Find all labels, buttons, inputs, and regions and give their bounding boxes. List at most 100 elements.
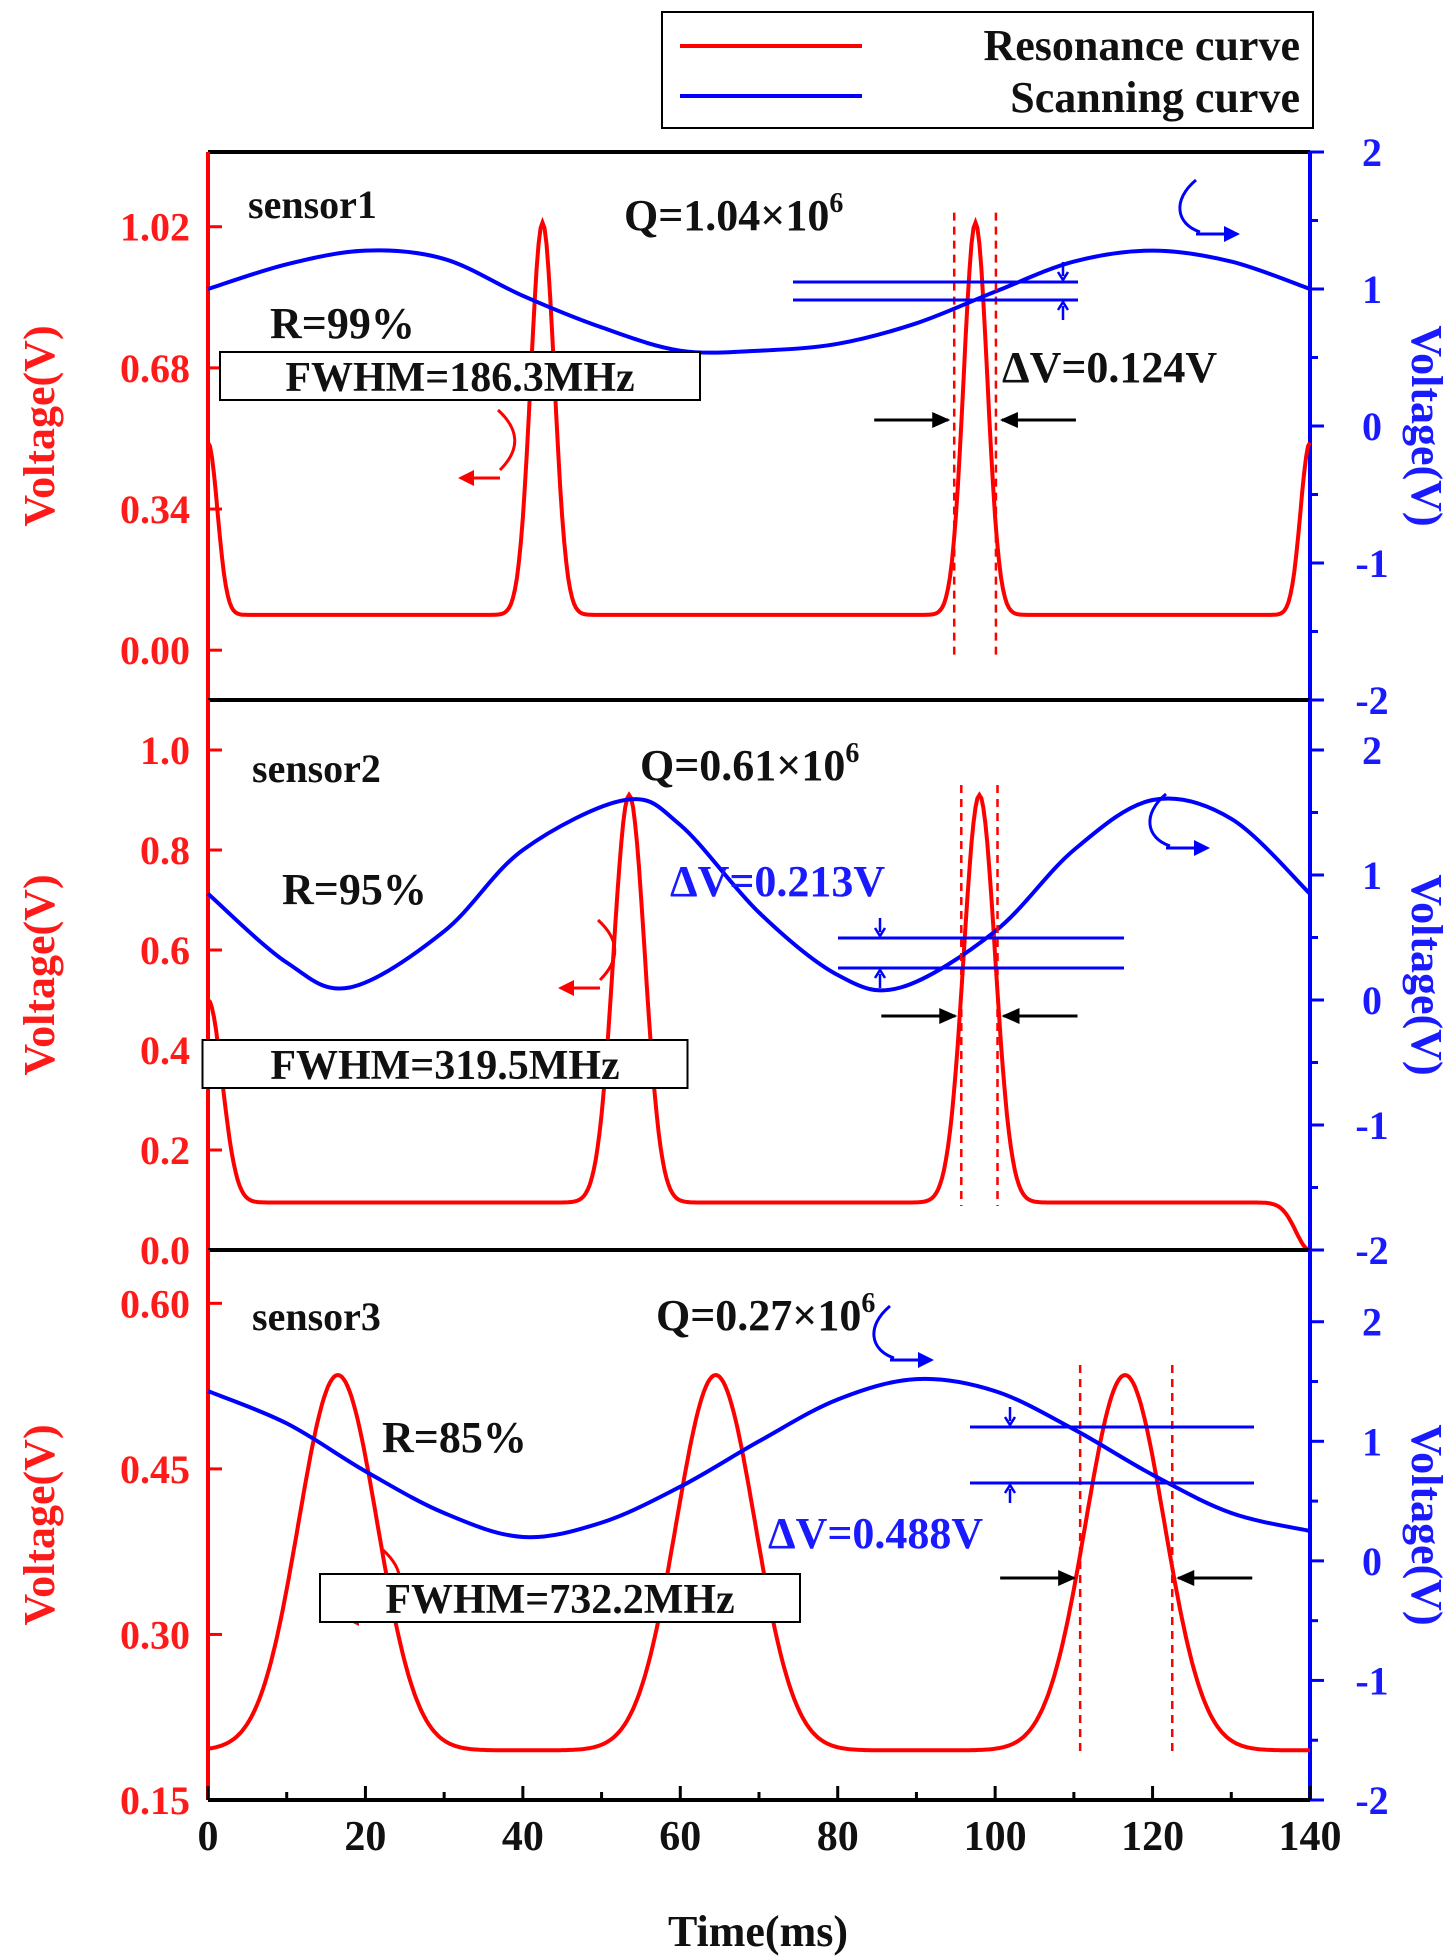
fwhm-box: [201, 1039, 689, 1089]
left-axis-label: Voltage(V): [15, 874, 64, 1075]
right-tick-label: 0: [1362, 404, 1382, 449]
x-tick-label: 20: [344, 1814, 386, 1860]
left-tick-label: 0.2: [140, 1128, 190, 1173]
q-factor-base: Q=0.61×10: [640, 741, 845, 790]
arrowhead: [1058, 1570, 1077, 1586]
x-axis: 0 20 40 60 80 100 120 140: [198, 1786, 1342, 1860]
right-axis-label: Voltage(V): [1402, 1424, 1451, 1625]
scanning-curve: [207, 248, 1311, 355]
reflectivity-label: R=99%: [270, 299, 415, 348]
arrowhead: [558, 980, 574, 996]
right-tick-label: -1: [1355, 1103, 1388, 1148]
reflectivity-label: R=85%: [382, 1413, 527, 1462]
panel-title: sensor2: [252, 746, 381, 791]
panel-title: sensor1: [248, 182, 377, 227]
resonance-curve: [207, 1373, 1310, 1753]
left-axis-label: Voltage(V): [15, 325, 64, 526]
panel-title: sensor3: [252, 1294, 381, 1339]
delta-v-label: ΔV=0.124V: [1002, 343, 1217, 392]
scanning-curve: [207, 1376, 1311, 1540]
x-tick-label: 140: [1279, 1814, 1342, 1860]
legend-label-resonance: Resonance curve: [984, 21, 1301, 70]
resonance-curve: [206, 791, 1311, 1252]
red-axis-indicator: [596, 918, 617, 982]
q-factor-exponent: 6: [845, 738, 859, 769]
delta-v-arrow-down: [873, 918, 887, 939]
q-factor-exponent: 6: [829, 188, 843, 219]
fwhm-label: FWHM=732.2MHz: [385, 1577, 734, 1623]
left-tick-label: 0.45: [120, 1447, 190, 1492]
right-tick-label: 2: [1362, 1300, 1382, 1345]
x-tick-label: 120: [1121, 1814, 1184, 1860]
delta-v-arrow-up: [1056, 299, 1070, 320]
right-tick-label: 0: [1362, 978, 1382, 1023]
arrowhead: [932, 412, 951, 428]
fwhm-label: FWHM=319.5MHz: [270, 1043, 619, 1089]
x-tick-label: 80: [817, 1814, 859, 1860]
fwhm-box: [219, 351, 701, 401]
x-tick-label: 40: [502, 1814, 544, 1860]
left-tick-label: 0.34: [120, 487, 190, 532]
left-axis-label: Voltage(V): [15, 1424, 64, 1625]
arrowhead: [939, 1008, 958, 1024]
right-tick-label: 2: [1362, 130, 1382, 175]
q-factor-label: Q=0.61×106: [640, 738, 859, 790]
fwhm-label: FWHM=186.3MHz: [285, 355, 634, 401]
x-axis-label: Time(ms): [668, 1907, 848, 1956]
arrowhead: [1194, 840, 1210, 856]
x-tick-label: 0: [198, 1814, 219, 1860]
x-tick-label: 100: [964, 1814, 1027, 1860]
left-tick-label: 0.30: [120, 1612, 190, 1657]
right-tick-label: 1: [1362, 853, 1382, 898]
reflectivity-label: R=95%: [282, 865, 427, 914]
delta-v-arrow-up: [1003, 1482, 1017, 1503]
delta-v-arrow-down: [1003, 1407, 1017, 1428]
arrowhead: [1001, 1008, 1020, 1024]
right-tick-label: 1: [1362, 267, 1382, 312]
fwhm-box: [319, 1573, 801, 1623]
right-tick-label: -1: [1355, 1658, 1388, 1703]
left-tick-label: 1.0: [140, 728, 190, 773]
legend: Resonance curve Scanning curve: [661, 11, 1314, 129]
left-tick-label: 0.8: [140, 828, 190, 873]
right-tick-label: 1: [1362, 1419, 1382, 1464]
left-tick-label: 0.68: [120, 346, 190, 391]
right-axis-label: Voltage(V): [1402, 325, 1451, 526]
left-tick-label: 1.02: [120, 205, 190, 250]
blue-axis-indicator: [1178, 178, 1201, 234]
left-tick-label: 0.00: [120, 628, 190, 673]
q-factor-base: Q=1.04×10: [624, 191, 829, 240]
q-factor-label: Q=1.04×106: [624, 188, 843, 240]
delta-v-arrow-up: [873, 967, 887, 988]
right-tick-label: -1: [1355, 541, 1388, 586]
right-tick-label: -2: [1355, 1228, 1388, 1273]
q-factor-base: Q=0.27×10: [656, 1291, 861, 1340]
arrowhead: [1176, 1570, 1195, 1586]
delta-v-arrow-down: [1056, 262, 1070, 283]
right-tick-label: -2: [1355, 1778, 1388, 1823]
q-factor-label: Q=0.27×106: [656, 1288, 875, 1340]
arrowhead: [918, 1352, 934, 1368]
delta-v-label: ΔV=0.488V: [768, 1509, 983, 1558]
resonance-curve: [206, 216, 1312, 617]
x-tick-label: 60: [659, 1814, 701, 1860]
left-tick-label: 0.4: [140, 1028, 190, 1073]
arrowhead: [999, 412, 1018, 428]
right-tick-label: 2: [1362, 728, 1382, 773]
arrowhead: [458, 470, 474, 486]
right-tick-label: -2: [1355, 678, 1388, 723]
legend-frame: [661, 11, 1314, 129]
scanning-curve: [206, 796, 1312, 993]
left-tick-label: 0.60: [120, 1281, 190, 1326]
panel-sensor2: 1.0 0.8 0.6 0.4 0.2 0.0 2 1 0 -1 -2 Voltage(V) Volta…: [15, 698, 1451, 1273]
q-factor-exponent: 6: [861, 1288, 875, 1319]
red-axis-indicator: [496, 408, 517, 472]
arrowhead: [1224, 226, 1240, 242]
blue-axis-indicator: [872, 1304, 895, 1360]
right-tick-label: 0: [1362, 1539, 1382, 1584]
left-tick-label: 0.0: [140, 1228, 190, 1273]
left-tick-label: 0.6: [140, 928, 190, 973]
left-tick-label: 0.15: [120, 1778, 190, 1823]
